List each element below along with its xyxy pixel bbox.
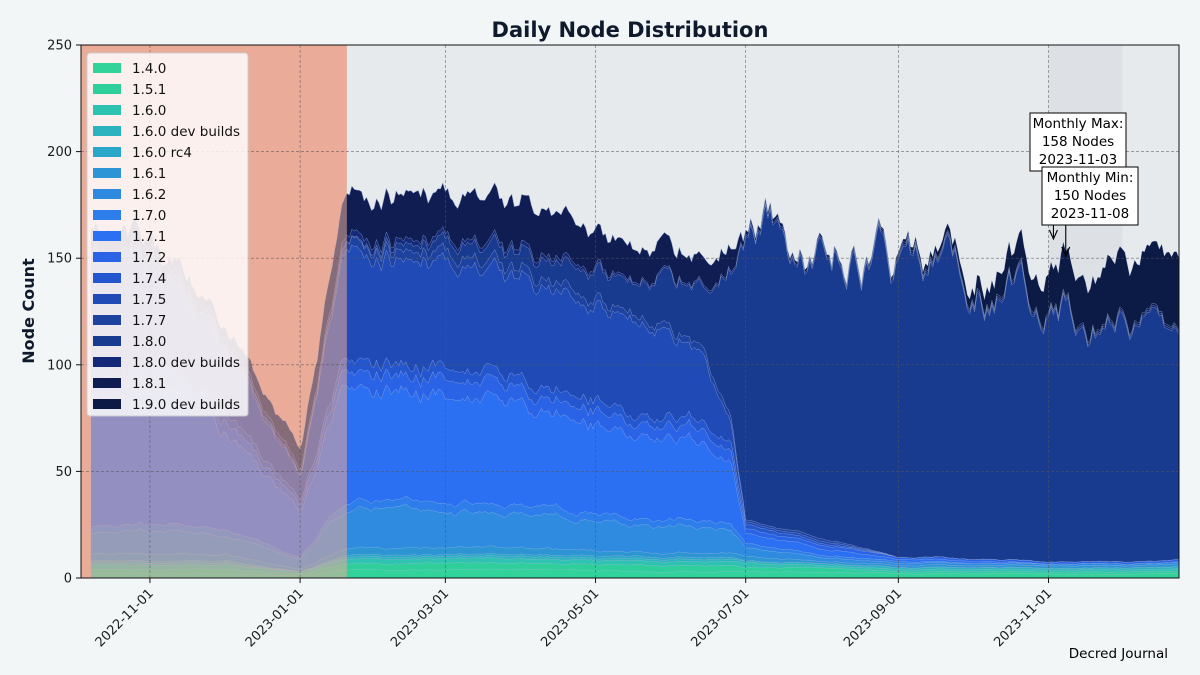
legend-swatch-8: [93, 231, 121, 241]
x-tick-label: 2023-01-01: [243, 586, 307, 650]
x-tick-label: 2023-11-01: [991, 586, 1055, 650]
legend-label-3: 1.6.0 dev builds: [132, 124, 240, 140]
legend-label-15: 1.8.1: [132, 376, 166, 392]
legend-label-2: 1.6.0: [132, 103, 166, 119]
legend-swatch-14: [93, 357, 121, 367]
legend-label-1: 1.5.1: [132, 82, 166, 98]
legend-label-12: 1.7.7: [132, 313, 166, 329]
legend-label-6: 1.6.2: [132, 187, 166, 203]
legend-swatch-12: [93, 315, 121, 325]
y-tick-label: 250: [47, 39, 72, 54]
legend-swatch-15: [93, 378, 121, 388]
y-axis-label: Node Count: [19, 258, 38, 364]
legend-swatch-10: [93, 273, 121, 283]
legend-label-9: 1.7.2: [132, 250, 166, 266]
x-tick-label: 2023-07-01: [688, 586, 752, 650]
legend-box: [86, 52, 249, 417]
legend-swatch-11: [93, 294, 121, 304]
y-tick-label: 0: [64, 572, 72, 587]
legend-label-11: 1.7.5: [132, 292, 166, 308]
legend-label-7: 1.7.0: [132, 208, 166, 224]
legend-label-0: 1.4.0: [132, 61, 166, 77]
annotation-arrowhead-1: [1061, 246, 1071, 258]
annotation-box-1: [1041, 166, 1139, 226]
legend-swatch-0: [93, 63, 121, 73]
chart-title: Daily Node Distribution: [492, 18, 769, 42]
annotation-label-0: Monthly Max: 158 Nodes 2023-11-03: [1033, 116, 1124, 168]
legend-swatch-5: [93, 168, 121, 178]
legend-label-5: 1.6.1: [132, 166, 166, 182]
annotation-arrowhead-0: [1048, 229, 1058, 241]
legend-swatch-2: [93, 105, 121, 115]
legend-label-13: 1.8.0: [132, 334, 166, 350]
legend-label-4: 1.6.0 rc4: [132, 145, 192, 161]
legend-swatch-3: [93, 126, 121, 136]
source-credit: Decred Journal: [1069, 646, 1168, 662]
x-tick-label: 2023-09-01: [841, 586, 905, 650]
legend-label-10: 1.7.4: [132, 271, 166, 287]
legend-swatch-13: [93, 336, 121, 346]
legend-label-8: 1.7.1: [132, 229, 166, 245]
legend-label-14: 1.8.0 dev builds: [132, 355, 240, 371]
annotation-box-0: [1029, 112, 1127, 172]
legend-swatch-1: [93, 84, 121, 94]
x-tick-label: 2022-11-01: [93, 586, 157, 650]
x-tick-label: 2023-03-01: [388, 586, 452, 650]
x-tick-label: 2023-05-01: [538, 586, 602, 650]
area-series-1-9-0-dev-builds: [90, 182, 1179, 450]
legend-swatch-6: [93, 189, 121, 199]
plot-frame: [80, 44, 1180, 579]
legend-swatch-16: [93, 399, 121, 409]
annotation-label-1: Monthly Min: 150 Nodes 2023-11-08: [1047, 170, 1134, 222]
legend-swatch-9: [93, 252, 121, 262]
y-tick-label: 50: [55, 465, 72, 480]
y-tick-label: 150: [47, 252, 72, 267]
legend: 1.4.0 1.5.1 1.6.0 1.6.0 dev builds 1.6.0 rc4…: [86, 52, 249, 417]
y-tick-label: 100: [47, 358, 72, 373]
area-series-layer: [90, 182, 1179, 578]
legend-swatch-4: [93, 147, 121, 157]
legend-swatch-7: [93, 210, 121, 220]
y-tick-label: 200: [47, 145, 72, 160]
legend-label-16: 1.9.0 dev builds: [132, 397, 240, 413]
